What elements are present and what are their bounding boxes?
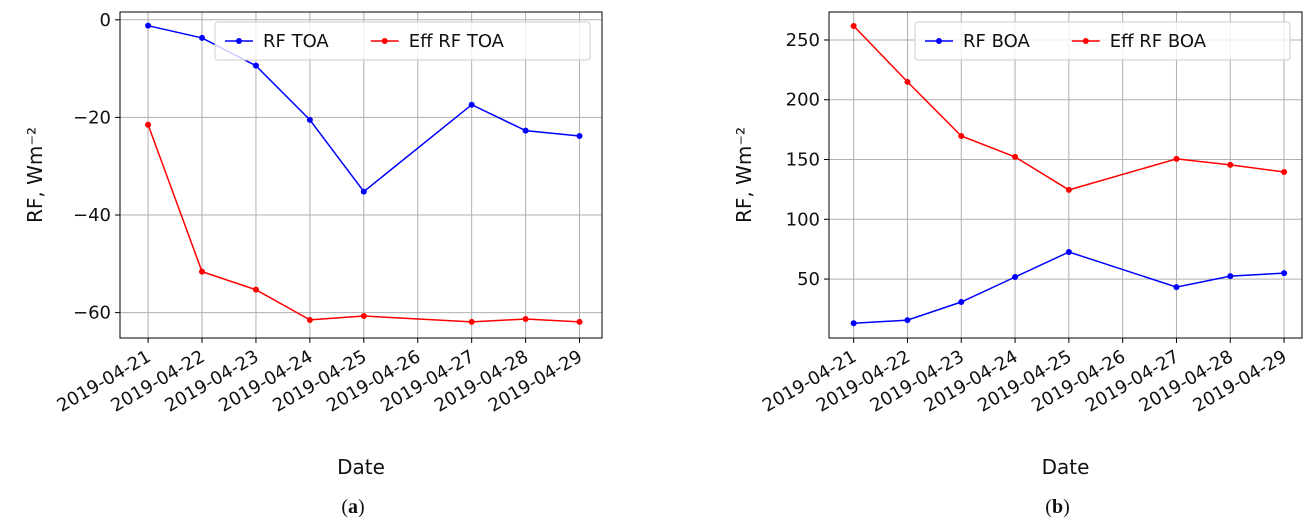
data-point	[1065, 186, 1072, 193]
data-point	[522, 315, 529, 322]
panel-label-part: (	[341, 496, 348, 518]
legend-box	[914, 21, 1291, 61]
data-point	[1173, 155, 1180, 162]
data-point	[1173, 284, 1180, 291]
data-point	[360, 188, 367, 195]
data-point	[468, 101, 475, 108]
y-tick-label: 250	[786, 30, 820, 51]
data-point	[850, 22, 857, 29]
legend-box	[214, 21, 591, 61]
data-point	[958, 299, 965, 306]
legend-marker	[1082, 38, 1089, 44]
panel-label-part: )	[358, 496, 365, 518]
data-point	[904, 317, 911, 324]
chart-panel: 2019-04-212019-04-222019-04-232019-04-24…	[732, 11, 1303, 518]
data-point	[576, 132, 583, 139]
series-line	[853, 25, 1285, 191]
y-tick-label: 100	[786, 209, 820, 230]
y-axis-label: RF, Wm⁻²	[23, 127, 47, 223]
data-point	[1065, 249, 1072, 256]
data-point	[145, 121, 152, 128]
legend-marker	[936, 38, 942, 44]
x-axis-label: Date	[1042, 455, 1090, 479]
data-point	[576, 318, 583, 325]
data-point	[252, 62, 259, 69]
y-axis-label: RF, Wm⁻²	[732, 127, 756, 223]
plot-frame	[828, 11, 1303, 339]
plot-frame	[119, 11, 603, 339]
legend-marker	[381, 38, 388, 44]
y-tick-label: −40	[73, 205, 111, 226]
data-point	[1012, 274, 1019, 281]
y-tick-label: 0	[100, 10, 111, 31]
legend: RF TOA Eff RF TOA	[214, 21, 591, 61]
data-point	[306, 116, 313, 123]
legend-marker	[236, 38, 242, 44]
y-tick-label: 50	[797, 269, 820, 290]
y-tick-label: 200	[786, 90, 820, 111]
data-point	[145, 22, 152, 29]
data-point	[1012, 153, 1019, 160]
y-tick-label: −20	[73, 107, 111, 128]
panel-label-part: b	[1052, 496, 1063, 518]
legend-label: Eff RF TOA	[409, 31, 505, 52]
data-point	[1227, 161, 1234, 168]
chart-panel: 2019-04-212019-04-222019-04-232019-04-24…	[23, 10, 603, 518]
data-point	[360, 313, 367, 320]
panel-label-part: a	[348, 496, 358, 518]
data-point	[199, 34, 206, 41]
y-tick-label: 150	[786, 150, 820, 171]
series-line	[147, 124, 580, 323]
data-point	[522, 127, 529, 134]
data-point	[252, 286, 259, 293]
data-point	[1281, 168, 1288, 175]
y-tick-label: −60	[73, 303, 111, 324]
data-point	[306, 316, 313, 323]
data-point	[1227, 273, 1234, 280]
legend-label: RF BOA	[963, 31, 1030, 52]
data-point	[1281, 270, 1288, 277]
data-point	[904, 78, 911, 85]
series-line	[147, 24, 580, 193]
data-point	[850, 320, 857, 327]
panel-label: (a)	[341, 496, 364, 518]
x-axis-label: Date	[337, 455, 385, 479]
panel-label: (b)	[1045, 496, 1069, 518]
data-point	[468, 318, 475, 325]
panel-label-part: )	[1063, 496, 1070, 518]
data-point	[199, 268, 206, 275]
legend-label: Eff RF BOA	[1110, 31, 1207, 52]
legend-label: RF TOA	[263, 31, 329, 52]
series-line	[853, 251, 1285, 325]
legend: RF BOA Eff RF BOA	[914, 21, 1291, 61]
panel-label-part: (	[1045, 496, 1052, 518]
data-point	[958, 132, 965, 139]
